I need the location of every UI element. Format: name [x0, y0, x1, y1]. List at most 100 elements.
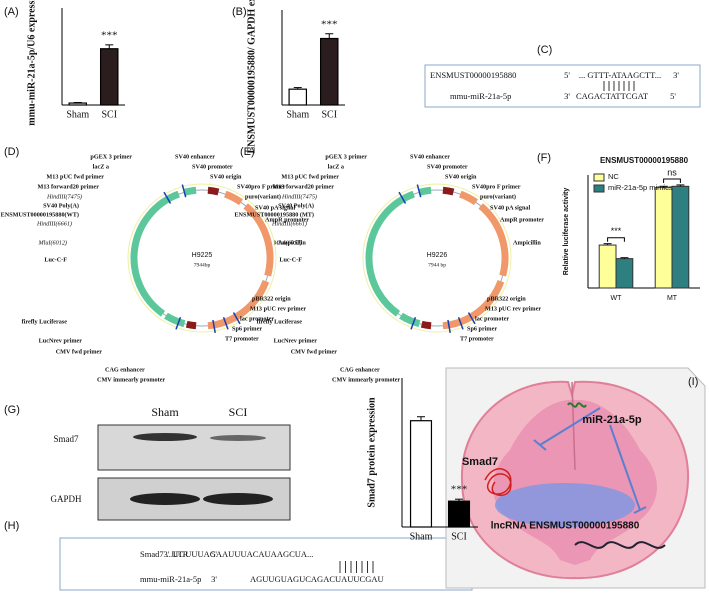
blot [97, 424, 291, 521]
plasmid-feature-label: HindIII(6661) [36, 220, 72, 227]
sequence-text: mmu-miR-21a-5p [450, 91, 511, 101]
plasmid-feature [442, 186, 455, 196]
plasmid-feature-label: CAG enhancer [105, 366, 145, 373]
plasmid-feature-label: M13 pUC fwd primer [281, 173, 339, 180]
bar [68, 102, 88, 106]
plasmid-feature [223, 190, 244, 206]
plasmid-feature-label: MluI(6012) [37, 239, 67, 246]
error-bar [417, 416, 425, 421]
plasmid-map [127, 183, 277, 333]
plasmid-feature [207, 186, 220, 196]
plasmid-feature-label: Ampicillin [278, 239, 306, 246]
plasmid-feature-label: CMV fwd primer [291, 348, 338, 355]
bar [288, 88, 308, 106]
lane-label: Sham [151, 405, 179, 419]
bar [654, 187, 673, 289]
plasmid-feature-label: M13 pUC rev primer [250, 305, 306, 312]
plasmid-feature [185, 320, 197, 330]
plasmid-feature [442, 279, 505, 330]
plasmid-feature-label: Luc-C-F [44, 256, 67, 263]
sequence-text: Smad7 [140, 549, 164, 559]
legend-swatch [593, 184, 605, 193]
plasmid-feature-label: SV40pro F primer [472, 183, 521, 190]
plasmid-site [410, 316, 417, 330]
significance-bracket [663, 178, 681, 183]
plasmid-feature-label: M13 forward20 primer [272, 183, 334, 190]
panel-label: (D) [4, 146, 19, 158]
plasmid-feature-label: SV40 origin [445, 173, 477, 180]
y-axis-label: Relative luciferase activity [563, 188, 570, 276]
diagram-label: Smad7 [462, 456, 498, 468]
x-tick-label: WT [611, 295, 623, 302]
bar [99, 48, 119, 106]
chart-title: ENSMUST00000195880 [600, 156, 689, 165]
sequence-text: 3' [564, 91, 570, 101]
plasmid-feature-label: T7 promoter [225, 335, 259, 342]
plasmid-feature [478, 203, 509, 277]
plasmid-feature-label: MluI(6012) [272, 239, 302, 246]
plasmid-site [163, 191, 172, 204]
spinal-cord-diagram [445, 367, 706, 589]
plasmid-feature [418, 186, 432, 196]
plasmid-feature-label: SV40 enhancer [175, 153, 215, 160]
x-tick-label: Sham [66, 109, 89, 120]
plasmid-feature-label: firefly Luciferase [22, 318, 68, 325]
plasmid-feature-label: CMV immearly promoter [97, 376, 165, 383]
error-bar [455, 498, 463, 502]
plasmid-feature-label: LucNrev primer [39, 337, 83, 344]
y-axis-label: ENSMUST00000195880/ GAPDH expression [246, 0, 257, 154]
diagram-label: miR-21a-5p [582, 414, 642, 426]
sequence-text: mmu-miR-21a-5p [140, 574, 201, 584]
error-bar [620, 257, 629, 259]
plasmid-feature-label: ENSMUST00000195880(WT) [1, 211, 79, 218]
plasmid-feature-label: HindIII(7475) [46, 193, 82, 200]
significance-bracket [607, 237, 625, 242]
plasmid-feature-label: puro(variant) [245, 193, 281, 200]
sequence-text: CAGACTATTCGAT [576, 91, 649, 101]
plasmid-feature [399, 312, 421, 328]
plasmid-feature-label: CMV fwd primer [56, 348, 103, 355]
plasmid-feature-label: ENSMUST00000195880 (MT) [234, 211, 314, 218]
legend-label: miR-21a-5p mimics [608, 183, 673, 192]
plasmid-feature [164, 312, 186, 328]
x-tick-label: SCI [101, 109, 117, 120]
diagram-label: lncRNA ENSMUST00000195880 [491, 521, 640, 532]
plasmid-site [175, 316, 182, 330]
plasmid-feature-label: pBR322 origin [487, 295, 526, 302]
lane-label: SCI [229, 405, 248, 419]
sequence-text: ... GTTT-ATAAGCTT... [579, 70, 661, 80]
seq-box [424, 64, 701, 108]
plasmid-feature-label: lac promoter [240, 315, 274, 322]
error-bar [73, 101, 82, 104]
plasmid-feature-label: SV40 promoter [427, 163, 468, 170]
error-bar [293, 87, 302, 90]
plasmid-feature-label: lacZ a [93, 163, 109, 170]
plasmid-feature-label: M13 pUC rev primer [485, 305, 541, 312]
plasmid-name: H9226 [427, 252, 448, 259]
plasmid-backbone [362, 183, 512, 333]
error-bar [325, 33, 334, 39]
plasmid-feature-label: puro(variant) [480, 193, 516, 200]
plasmid-map [362, 183, 512, 333]
plasmid-feature [365, 190, 415, 317]
plasmid-feature-label: SV40pro F primer [237, 183, 286, 190]
plasmid-backbone [127, 183, 277, 333]
plasmid-site [416, 184, 422, 198]
plasmid-feature-label: Luc-C-F [279, 256, 302, 263]
plasmid-site [447, 319, 451, 333]
y-axis-label: Smad7 protein expression [366, 397, 377, 508]
legend-swatch [593, 173, 605, 182]
significance-label: *** [611, 226, 622, 236]
significance-label: *** [321, 18, 338, 30]
sequence-text: 5' [211, 549, 217, 559]
plasmid-feature-label: HindIII(6661) [271, 220, 307, 227]
x-tick-label: Sham [286, 109, 309, 120]
plasmid-feature-label: HindIII(7475) [281, 193, 317, 200]
plasmid-feature-label: Ampicillin [513, 239, 541, 246]
bar [447, 500, 471, 528]
y-axis-label: mmu-miR-21a-5p/U6 expression [26, 0, 37, 126]
plasmid-feature-label: SV40 pA signal [255, 204, 296, 211]
sequence-text: 3' UTR [164, 549, 189, 559]
plasmid-feature-label: SV40 Poly(A) [43, 202, 79, 209]
